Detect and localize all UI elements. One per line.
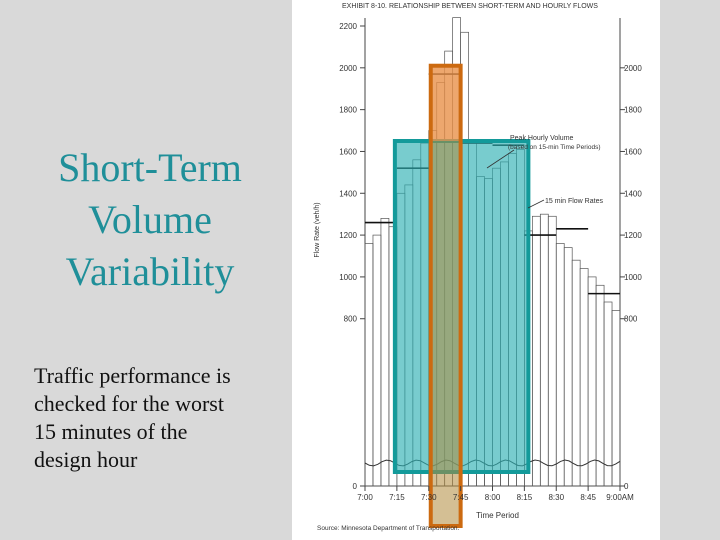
body-line: design hour [34, 447, 138, 472]
slide-body: Traffic performance is checked for the w… [34, 362, 264, 474]
title-line: Short-Term [58, 145, 242, 190]
annotation-leader [486, 149, 515, 169]
annotation-leader [527, 199, 545, 209]
y-tick-label-left: 2200 [339, 22, 357, 31]
x-tick-label: 8:45 [580, 493, 596, 502]
source-note: Source: Minnesota Department of Transpor… [317, 525, 460, 532]
peak-15-min-highlight [428, 63, 463, 529]
y-tick-label-left: 1200 [339, 231, 357, 240]
x-axis-label: Time Period [476, 511, 519, 520]
title-line: Variability [65, 249, 235, 294]
y-axis-label: Flow Rate (veh/h) [314, 202, 321, 257]
flow-chart: EXHIBIT 8-10. RELATIONSHIP BETWEEN SHORT… [314, 3, 642, 532]
y-tick-label-left: 1400 [339, 189, 357, 198]
flow-rate-bar [531, 215, 541, 487]
flow-rate-bar [547, 215, 557, 487]
flow-rate-bar [579, 268, 589, 487]
x-tick-label: 8:00 [485, 493, 501, 502]
flow-rate-bar [563, 247, 573, 487]
y-tick-label-left: 2000 [339, 64, 357, 73]
annotation-peak-basis: (based on 15-min Time Periods) [508, 144, 601, 151]
y-tick-label-right: 1200 [624, 231, 642, 240]
peak-15-min-overlap [430, 141, 461, 526]
y-tick-label-right: 1000 [624, 273, 642, 282]
body-line: Traffic performance is [34, 363, 231, 388]
y-tick-label-right: 1800 [624, 106, 642, 115]
x-tick-label: 8:30 [548, 493, 564, 502]
body-line: 15 minutes of the [34, 419, 188, 444]
exhibit-title: EXHIBIT 8-10. RELATIONSHIP BETWEEN SHORT… [342, 3, 598, 10]
x-tick-label: 7:00 [357, 493, 373, 502]
exhibit-figure: EXHIBIT 8-10. RELATIONSHIP BETWEEN SHORT… [292, 0, 660, 540]
title-line: Volume [88, 197, 212, 242]
flow-rate-bar [380, 218, 390, 487]
y-tick-label-left: 800 [344, 315, 358, 324]
body-line: checked for the worst [34, 391, 224, 416]
x-tick-label: 9:00AM [606, 493, 634, 502]
x-tick-label: 8:15 [517, 493, 533, 502]
text-pane: Short-Term Volume Variability Traffic pe… [0, 0, 290, 540]
flow-rate-bar [364, 243, 374, 487]
y-tick-label-left: 1600 [339, 147, 357, 156]
y-tick-label-left: 1000 [339, 273, 357, 282]
y-tick-label-left: 1800 [339, 106, 357, 115]
x-tick-label: 7:15 [389, 493, 405, 502]
flow-rate-bar [611, 310, 621, 487]
flow-rate-bar [539, 213, 549, 487]
slide-title: Short-Term Volume Variability [30, 142, 270, 298]
flow-rate-bar [595, 284, 605, 487]
y-tick-label-right: 2000 [624, 64, 642, 73]
y-tick-label-right: 1400 [624, 189, 642, 198]
y-tick-label-right: 800 [624, 315, 638, 324]
y-tick-label-right: 0 [624, 482, 629, 491]
y-tick-label-left: 0 [353, 482, 358, 491]
y-tick-label-right: 1600 [624, 147, 642, 156]
annotation-15-min: 15 min Flow Rates [545, 198, 603, 205]
flow-rate-bar [555, 243, 565, 487]
annotation-peak-hourly: Peak Hourly Volume [510, 135, 574, 142]
peak-15-min-top [430, 65, 461, 141]
flow-rate-bar [603, 301, 613, 487]
flow-rate-bar [587, 276, 597, 487]
flow-rate-bar [571, 259, 581, 487]
x-tick-label: 7:45 [453, 493, 469, 502]
x-tick-label: 7:30 [421, 493, 437, 502]
flow-rate-bar [372, 234, 382, 487]
